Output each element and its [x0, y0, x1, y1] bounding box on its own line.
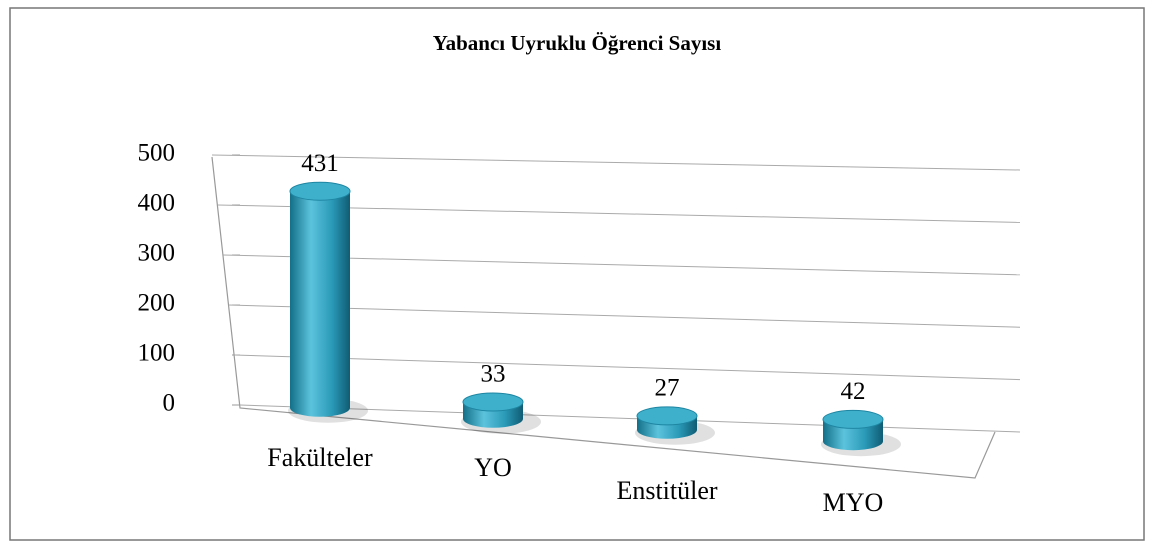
y-tick-label: 400	[138, 190, 176, 217]
bar-top	[636, 406, 698, 426]
value-label: 42	[841, 378, 866, 405]
grid-line	[228, 304, 1021, 328]
frame	[9, 7, 1145, 541]
bar-top	[462, 392, 524, 412]
y-tick-label: 500	[138, 140, 176, 167]
grid-line	[211, 154, 1021, 171]
bar	[290, 191, 350, 408]
grid-line	[223, 254, 1021, 276]
bar-bottom	[290, 398, 350, 417]
grid-line	[234, 354, 1021, 381]
y-tick-label: 100	[138, 340, 176, 367]
x-tick-label: Enstitüler	[616, 476, 717, 505]
chart-title: Yabancı Uyruklu Öğrenci Sayısı	[433, 31, 722, 55]
value-label: 431	[301, 150, 339, 177]
bar-bottom	[463, 409, 523, 428]
grid-line	[239, 404, 1021, 433]
bar-top	[822, 409, 884, 429]
value-label: 27	[655, 375, 680, 402]
bar-bottom	[637, 420, 697, 439]
y-tick-label: 300	[138, 240, 176, 267]
x-tick-label: Fakülteler	[267, 443, 373, 472]
bar-bottom	[823, 432, 883, 451]
x-tick-label: YO	[474, 453, 512, 482]
value-label: 33	[481, 361, 506, 388]
y-tick-label: 200	[138, 290, 176, 317]
x-tick-label: MYO	[823, 488, 884, 517]
bar-top	[289, 181, 351, 201]
axis-frame	[211, 156, 996, 479]
y-tick-label: 0	[163, 390, 176, 417]
grid-line	[217, 204, 1021, 223]
